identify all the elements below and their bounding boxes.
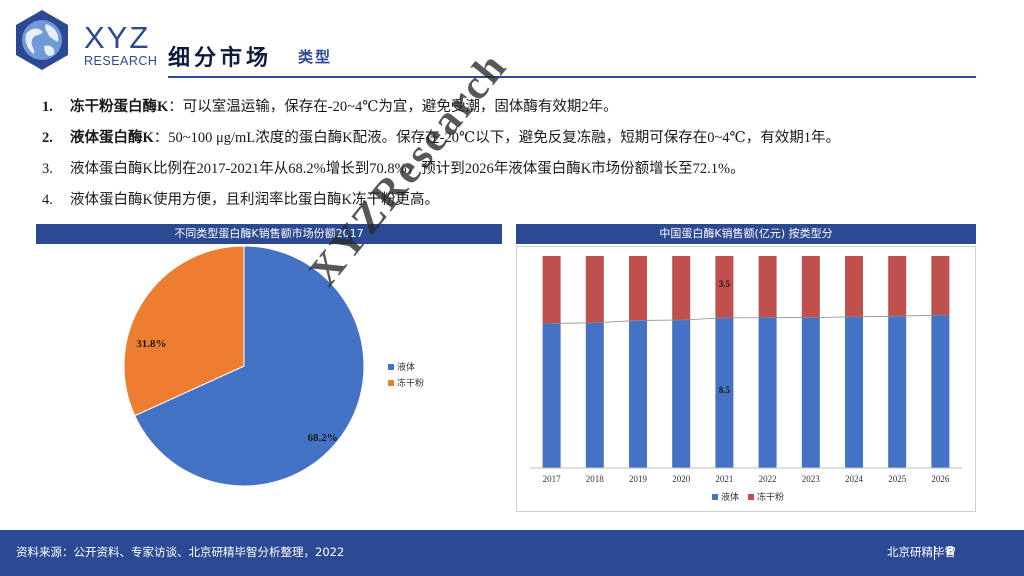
globe-logo-icon [16, 10, 68, 70]
x-tick-label: 2024 [845, 474, 864, 484]
x-tick-label: 2020 [672, 474, 691, 484]
pie-chart-title: 不同类型蛋白酶K销售额市场份额2017 [36, 224, 502, 244]
bullet-text: ：可以室温运输，保存在-20~4℃为宜，避免受潮，固体酶有效期2年。 [168, 99, 618, 115]
bar-powder-2018 [585, 256, 604, 323]
pie-data-label: 68.2% [308, 432, 338, 444]
x-tick-label: 2021 [715, 474, 733, 484]
brand-logo: XYZ RESEARCH [10, 8, 170, 72]
x-tick-label: 2019 [629, 474, 648, 484]
bar-powder-2025 [888, 256, 907, 317]
x-tick-label: 2023 [802, 474, 821, 484]
bar-powder-2019 [629, 256, 647, 321]
bar-legend-label: 液体 [721, 491, 739, 502]
footer-divider [934, 546, 935, 560]
bar-powder-2024 [845, 256, 863, 317]
bullet-item-4: 4. 液体蛋白酶K使用方便，且利润率比蛋白酶K冻干粉更高。 [42, 185, 1002, 216]
pie-legend-swatch [388, 364, 394, 370]
x-tick-label: 2026 [931, 474, 950, 484]
bullet-text: 液体蛋白酶K比例在2017-2021年从68.2%增长到70.8%，预计到202… [70, 161, 745, 177]
footer-bar: 资料来源：公开资料、专家访谈、北京研精毕智分析整理，2022 北京研精毕智 8 [0, 530, 1024, 576]
x-tick-label: 2022 [759, 474, 777, 484]
bar-powder-2020 [672, 256, 691, 321]
bar-powder-2017 [542, 256, 561, 324]
bar-liquid-2017 [542, 323, 561, 468]
pie-legend-swatch [388, 380, 394, 386]
bar-powder-2023 [801, 256, 820, 318]
pie-slice-powder [123, 246, 245, 417]
bar-liquid-2026 [931, 315, 950, 468]
x-tick-label: 2018 [586, 474, 605, 484]
bullet-number: 2. [42, 130, 53, 146]
bullet-number: 4. [42, 192, 53, 208]
pie-legend-label: 冻干粉 [397, 377, 424, 388]
series-connector-line [551, 314, 941, 324]
page-subtitle: 类型 [298, 48, 333, 66]
bullet-text: 液体蛋白酶K使用方便，且利润率比蛋白酶K冻干粉更高。 [70, 192, 439, 208]
bar-chart-frame [516, 246, 976, 512]
footer-source: 资料来源：公开资料、专家访谈、北京研精毕智分析整理，2022 [16, 545, 345, 559]
bar-liquid-2023 [801, 317, 820, 468]
stacked-bar-chart: 2017 2018 2019 2020 2021 2022 2023 2024 2025 2026… [530, 256, 962, 502]
bar-powder-2021 [715, 256, 734, 318]
bar-liquid-2025 [888, 316, 907, 468]
bar-chart-title: 中国蛋白酶K销售额(亿元) 按类型分 [516, 224, 976, 244]
logo-sub-text: RESEARCH [84, 54, 158, 68]
bar-legend-label: 冻干粉 [757, 491, 784, 502]
bar-liquid-2024 [845, 316, 863, 468]
title-divider [168, 76, 976, 78]
pie-slice-liquid [134, 246, 365, 487]
bar-liquid-2022 [758, 317, 777, 468]
bar-liquid-2020 [672, 320, 691, 468]
bullet-item-3: 3. 液体蛋白酶K比例在2017-2021年从68.2%增长到70.8%，预计到2… [42, 154, 1002, 185]
bar-powder-2026 [931, 256, 950, 316]
bar-liquid-2021 [715, 317, 734, 468]
bar-data-label: 3.5 [719, 279, 731, 289]
bar-data-label: 8.5 [719, 385, 731, 395]
logo-brand-text: XYZ [84, 20, 151, 55]
bar-powder-2022 [758, 256, 777, 318]
bar-legend-swatch [748, 494, 754, 500]
bullet-text: ：50~100 μg/mL浓度的蛋白酶K配液。保存在-20℃以下，避免反复冻融，… [153, 130, 841, 146]
pie-data-label: 31.8% [136, 338, 166, 350]
x-tick-label: 2025 [888, 474, 907, 484]
bar-legend-swatch [712, 494, 718, 500]
bar-liquid-2019 [629, 320, 647, 468]
bullet-list: 1. 冻干粉蛋白酶K：可以室温运输，保存在-20~4℃为宜，避免受潮，固体酶有效期… [42, 92, 1002, 216]
page-number: 8 [946, 543, 955, 558]
bullet-bold: 液体蛋白酶K [70, 130, 154, 146]
x-tick-label: 2017 [543, 474, 562, 484]
bullet-bold: 冻干粉蛋白酶K [70, 99, 169, 115]
footer-company: 北京研精毕智 [887, 545, 956, 559]
bullet-item-1: 1. 冻干粉蛋白酶K：可以室温运输，保存在-20~4℃为宜，避免受潮，固体酶有效期… [42, 92, 1002, 123]
bullet-number: 3. [42, 161, 53, 177]
bullet-number: 1. [42, 99, 53, 115]
bar-liquid-2018 [585, 322, 604, 468]
page-title: 细分市场 [168, 46, 273, 71]
pie-legend-label: 液体 [397, 361, 415, 372]
bullet-item-2: 2. 液体蛋白酶K：50~100 μg/mL浓度的蛋白酶K配液。保存在-20℃以下… [42, 123, 1002, 154]
